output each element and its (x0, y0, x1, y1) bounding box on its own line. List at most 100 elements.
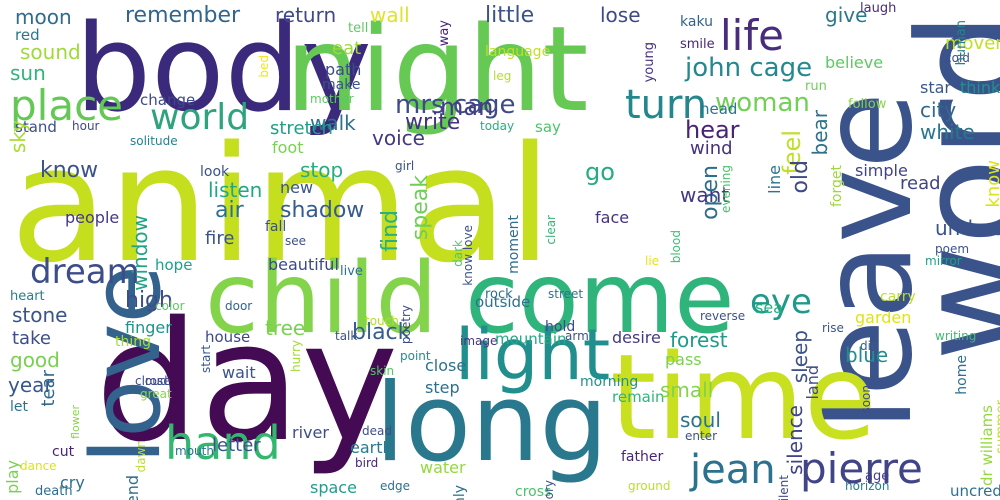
word-night: night (285, 0, 589, 138)
word-bear: bear (808, 110, 832, 156)
word-soul: soul (680, 408, 721, 432)
word-blood: blood (669, 230, 683, 264)
word-hope: hope (155, 256, 193, 274)
word-believe: believe (825, 53, 884, 72)
word-touch: touch (365, 314, 399, 328)
word-eye: eye (750, 282, 812, 322)
word-great: great (140, 387, 172, 401)
word-carry: carry (880, 289, 916, 305)
word-finger: finger (125, 318, 172, 337)
word-understand: understand (935, 216, 1000, 240)
word-end: end (123, 475, 142, 500)
word-today: today (480, 119, 515, 133)
word-small: small (660, 378, 714, 402)
word-silent: silent (777, 475, 791, 500)
word-return: return (275, 3, 337, 27)
word-smile: smile (680, 37, 715, 52)
word-mountain: mountain (495, 330, 567, 348)
word-want: want (680, 183, 730, 207)
word-blue: blue (845, 343, 889, 367)
word-know-love: know love (461, 225, 475, 286)
word-look: look (200, 164, 230, 180)
word-city: city (920, 98, 957, 122)
word-moment: moment (506, 215, 522, 274)
word-star: star (920, 78, 951, 97)
word-new: new (280, 178, 314, 197)
word-forget: forget (829, 165, 845, 207)
word-world: world (150, 97, 250, 138)
word-beautiful: beautiful (268, 255, 339, 274)
word-face: face (595, 208, 630, 227)
word-rise: rise (822, 321, 844, 335)
word-john-cage: john cage (685, 53, 813, 83)
word-read: read (900, 173, 941, 194)
word-fall: fall (265, 219, 287, 235)
word-point: point (400, 349, 431, 363)
word-outside: outside (475, 293, 531, 311)
word-pass: pass (665, 350, 702, 369)
word-high: high (125, 288, 173, 313)
word-live: live (340, 264, 363, 279)
word-age: age (865, 469, 890, 484)
word-let: let (10, 399, 28, 415)
word-young: young (642, 42, 657, 83)
word-talk: talk (335, 329, 358, 343)
word-sky: sky (6, 120, 30, 154)
word-space: space (310, 478, 357, 497)
word-place: place (10, 81, 123, 130)
word-time: time (610, 328, 877, 466)
word-say: say (535, 118, 561, 136)
word-mouth: mouth (175, 444, 214, 458)
word-poetry: poetry (399, 305, 413, 345)
word-dance: dance (20, 459, 57, 473)
word-speak: speak (408, 175, 433, 241)
word-land: land (803, 365, 822, 400)
word-think: think (960, 78, 1000, 97)
word-people: people (65, 208, 120, 227)
word-remember: remember (125, 3, 241, 28)
word-letter: letter (212, 435, 261, 456)
word-stretch: stretch (270, 118, 333, 139)
word-line: line (765, 165, 784, 194)
word-house: house (205, 328, 251, 346)
word-wait: wait (222, 363, 256, 382)
word-wind: wind (690, 138, 733, 159)
word-sound: sound (20, 40, 81, 64)
word-light: light (455, 314, 611, 396)
word-earth: earth (350, 438, 393, 457)
word-mirror: mirror (925, 254, 962, 268)
word-death: death (35, 484, 73, 499)
word-horizon: horizon (845, 479, 890, 493)
word-cloud: cloud (135, 374, 168, 388)
word-year: year (8, 373, 53, 397)
word-body: body (75, 0, 372, 139)
word-street: street (548, 287, 584, 301)
word-life: life (720, 11, 784, 60)
word-mother: mother (310, 92, 354, 106)
word-shadow: shadow (280, 198, 365, 223)
word-day: day (95, 286, 399, 478)
word-leg: leg (493, 69, 512, 83)
word-ground: ground (628, 479, 671, 493)
word-human: human (954, 20, 969, 66)
word-path: path (325, 60, 362, 79)
word-reverse: reverse (700, 309, 746, 323)
word-desire: desire (612, 328, 661, 347)
word-black: black (352, 320, 411, 345)
word-writing: writing (935, 329, 977, 343)
word-window: window (128, 215, 152, 291)
word-foot: foot (272, 138, 304, 157)
word-fire: fire (205, 228, 235, 249)
word-kaku: kaku (680, 14, 713, 30)
word-lie: lie (645, 254, 660, 268)
word-dr-williams: dr williams (978, 405, 996, 487)
word-enter: enter (685, 429, 718, 443)
word-uncredited: uncredited (950, 482, 1000, 500)
word-suddenly: suddenly (452, 485, 468, 500)
word-animal: animal (10, 111, 553, 298)
word-step: step (425, 378, 460, 397)
word-tree: tree (265, 316, 306, 340)
word-arm: arm (565, 329, 589, 343)
word-voice: voice (372, 126, 425, 150)
